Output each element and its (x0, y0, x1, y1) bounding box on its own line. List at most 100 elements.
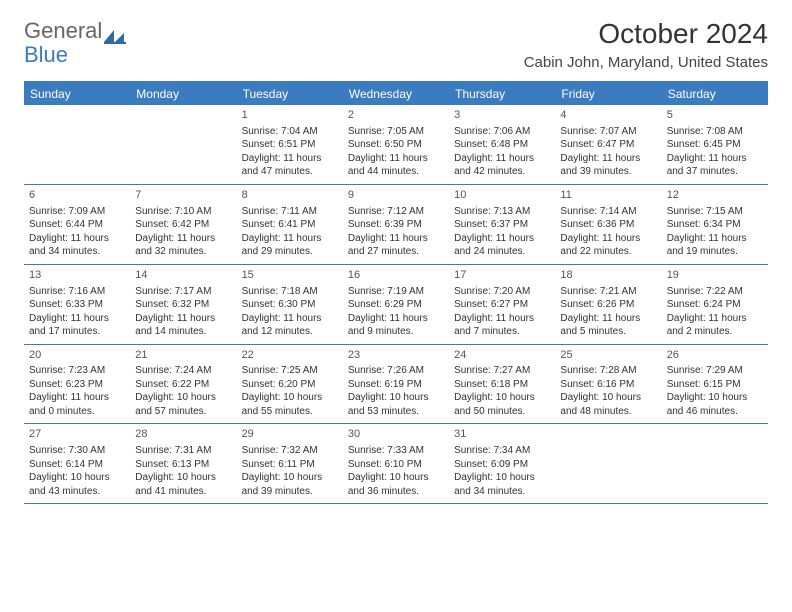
day-cell: 8Sunrise: 7:11 AMSunset: 6:41 PMDaylight… (237, 185, 343, 264)
day-cell: 21Sunrise: 7:24 AMSunset: 6:22 PMDayligh… (130, 345, 236, 424)
sunset-text: Sunset: 6:16 PM (560, 378, 656, 392)
day-cell: 28Sunrise: 7:31 AMSunset: 6:13 PMDayligh… (130, 424, 236, 503)
day-number: 9 (348, 188, 444, 203)
day-header: Sunday (24, 83, 130, 105)
sunrise-text: Sunrise: 7:29 AM (667, 364, 763, 378)
sunset-text: Sunset: 6:26 PM (560, 298, 656, 312)
sunrise-text: Sunrise: 7:34 AM (454, 444, 550, 458)
title-block: October 2024 Cabin John, Maryland, Unite… (524, 18, 768, 71)
day-cell: 4Sunrise: 7:07 AMSunset: 6:47 PMDaylight… (555, 105, 661, 184)
day-cell: 2Sunrise: 7:05 AMSunset: 6:50 PMDaylight… (343, 105, 449, 184)
sunset-text: Sunset: 6:19 PM (348, 378, 444, 392)
daylight-text: Daylight: 11 hours and 37 minutes. (667, 152, 763, 179)
sunset-text: Sunset: 6:20 PM (242, 378, 338, 392)
sunset-text: Sunset: 6:30 PM (242, 298, 338, 312)
day-number: 24 (454, 348, 550, 363)
daylight-text: Daylight: 11 hours and 39 minutes. (560, 152, 656, 179)
day-number: 31 (454, 427, 550, 442)
sunrise-text: Sunrise: 7:12 AM (348, 205, 444, 219)
day-cell: 3Sunrise: 7:06 AMSunset: 6:48 PMDaylight… (449, 105, 555, 184)
empty-cell (555, 424, 661, 503)
sail-icon (104, 24, 126, 38)
sunset-text: Sunset: 6:44 PM (29, 218, 125, 232)
day-number: 15 (242, 268, 338, 283)
day-number: 11 (560, 188, 656, 203)
brand-logo: General (24, 18, 126, 44)
day-header: Saturday (662, 83, 768, 105)
day-number: 29 (242, 427, 338, 442)
sunrise-text: Sunrise: 7:22 AM (667, 285, 763, 299)
day-cell: 6Sunrise: 7:09 AMSunset: 6:44 PMDaylight… (24, 185, 130, 264)
sunset-text: Sunset: 6:10 PM (348, 458, 444, 472)
daylight-text: Daylight: 11 hours and 14 minutes. (135, 312, 231, 339)
day-number: 30 (348, 427, 444, 442)
sunrise-text: Sunrise: 7:17 AM (135, 285, 231, 299)
daylight-text: Daylight: 10 hours and 36 minutes. (348, 471, 444, 498)
day-number: 14 (135, 268, 231, 283)
sunrise-text: Sunrise: 7:19 AM (348, 285, 444, 299)
daylight-text: Daylight: 11 hours and 24 minutes. (454, 232, 550, 259)
day-header: Tuesday (237, 83, 343, 105)
day-cell: 31Sunrise: 7:34 AMSunset: 6:09 PMDayligh… (449, 424, 555, 503)
week-row: 1Sunrise: 7:04 AMSunset: 6:51 PMDaylight… (24, 105, 768, 185)
sunrise-text: Sunrise: 7:32 AM (242, 444, 338, 458)
daylight-text: Daylight: 11 hours and 44 minutes. (348, 152, 444, 179)
daylight-text: Daylight: 10 hours and 41 minutes. (135, 471, 231, 498)
sunset-text: Sunset: 6:22 PM (135, 378, 231, 392)
day-number: 23 (348, 348, 444, 363)
week-row: 27Sunrise: 7:30 AMSunset: 6:14 PMDayligh… (24, 424, 768, 504)
day-cell: 24Sunrise: 7:27 AMSunset: 6:18 PMDayligh… (449, 345, 555, 424)
day-cell: 7Sunrise: 7:10 AMSunset: 6:42 PMDaylight… (130, 185, 236, 264)
day-cell: 29Sunrise: 7:32 AMSunset: 6:11 PMDayligh… (237, 424, 343, 503)
daylight-text: Daylight: 11 hours and 5 minutes. (560, 312, 656, 339)
day-number: 22 (242, 348, 338, 363)
sunset-text: Sunset: 6:47 PM (560, 138, 656, 152)
day-header: Monday (130, 83, 236, 105)
day-number: 10 (454, 188, 550, 203)
daylight-text: Daylight: 10 hours and 46 minutes. (667, 391, 763, 418)
sunset-text: Sunset: 6:09 PM (454, 458, 550, 472)
day-number: 3 (454, 108, 550, 123)
empty-cell (662, 424, 768, 503)
daylight-text: Daylight: 11 hours and 17 minutes. (29, 312, 125, 339)
sunset-text: Sunset: 6:37 PM (454, 218, 550, 232)
daylight-text: Daylight: 11 hours and 9 minutes. (348, 312, 444, 339)
sunrise-text: Sunrise: 7:27 AM (454, 364, 550, 378)
sunrise-text: Sunrise: 7:06 AM (454, 125, 550, 139)
week-row: 20Sunrise: 7:23 AMSunset: 6:23 PMDayligh… (24, 345, 768, 425)
sunrise-text: Sunrise: 7:18 AM (242, 285, 338, 299)
sunrise-text: Sunrise: 7:08 AM (667, 125, 763, 139)
day-cell: 10Sunrise: 7:13 AMSunset: 6:37 PMDayligh… (449, 185, 555, 264)
empty-cell (24, 105, 130, 184)
daylight-text: Daylight: 11 hours and 12 minutes. (242, 312, 338, 339)
day-cell: 16Sunrise: 7:19 AMSunset: 6:29 PMDayligh… (343, 265, 449, 344)
sunset-text: Sunset: 6:45 PM (667, 138, 763, 152)
daylight-text: Daylight: 11 hours and 2 minutes. (667, 312, 763, 339)
sunrise-text: Sunrise: 7:09 AM (29, 205, 125, 219)
daylight-text: Daylight: 10 hours and 50 minutes. (454, 391, 550, 418)
sunset-text: Sunset: 6:13 PM (135, 458, 231, 472)
daylight-text: Daylight: 11 hours and 0 minutes. (29, 391, 125, 418)
sunset-text: Sunset: 6:29 PM (348, 298, 444, 312)
empty-cell (130, 105, 236, 184)
sunset-text: Sunset: 6:51 PM (242, 138, 338, 152)
sunrise-text: Sunrise: 7:07 AM (560, 125, 656, 139)
sunset-text: Sunset: 6:39 PM (348, 218, 444, 232)
daylight-text: Daylight: 10 hours and 39 minutes. (242, 471, 338, 498)
day-number: 26 (667, 348, 763, 363)
day-header: Friday (555, 83, 661, 105)
day-cell: 11Sunrise: 7:14 AMSunset: 6:36 PMDayligh… (555, 185, 661, 264)
sunrise-text: Sunrise: 7:05 AM (348, 125, 444, 139)
day-cell: 12Sunrise: 7:15 AMSunset: 6:34 PMDayligh… (662, 185, 768, 264)
daylight-text: Daylight: 11 hours and 7 minutes. (454, 312, 550, 339)
sunrise-text: Sunrise: 7:33 AM (348, 444, 444, 458)
sunset-text: Sunset: 6:36 PM (560, 218, 656, 232)
daylight-text: Daylight: 10 hours and 43 minutes. (29, 471, 125, 498)
day-cell: 23Sunrise: 7:26 AMSunset: 6:19 PMDayligh… (343, 345, 449, 424)
day-cell: 14Sunrise: 7:17 AMSunset: 6:32 PMDayligh… (130, 265, 236, 344)
day-cell: 9Sunrise: 7:12 AMSunset: 6:39 PMDaylight… (343, 185, 449, 264)
day-number: 5 (667, 108, 763, 123)
daylight-text: Daylight: 10 hours and 57 minutes. (135, 391, 231, 418)
day-cell: 18Sunrise: 7:21 AMSunset: 6:26 PMDayligh… (555, 265, 661, 344)
sunset-text: Sunset: 6:33 PM (29, 298, 125, 312)
